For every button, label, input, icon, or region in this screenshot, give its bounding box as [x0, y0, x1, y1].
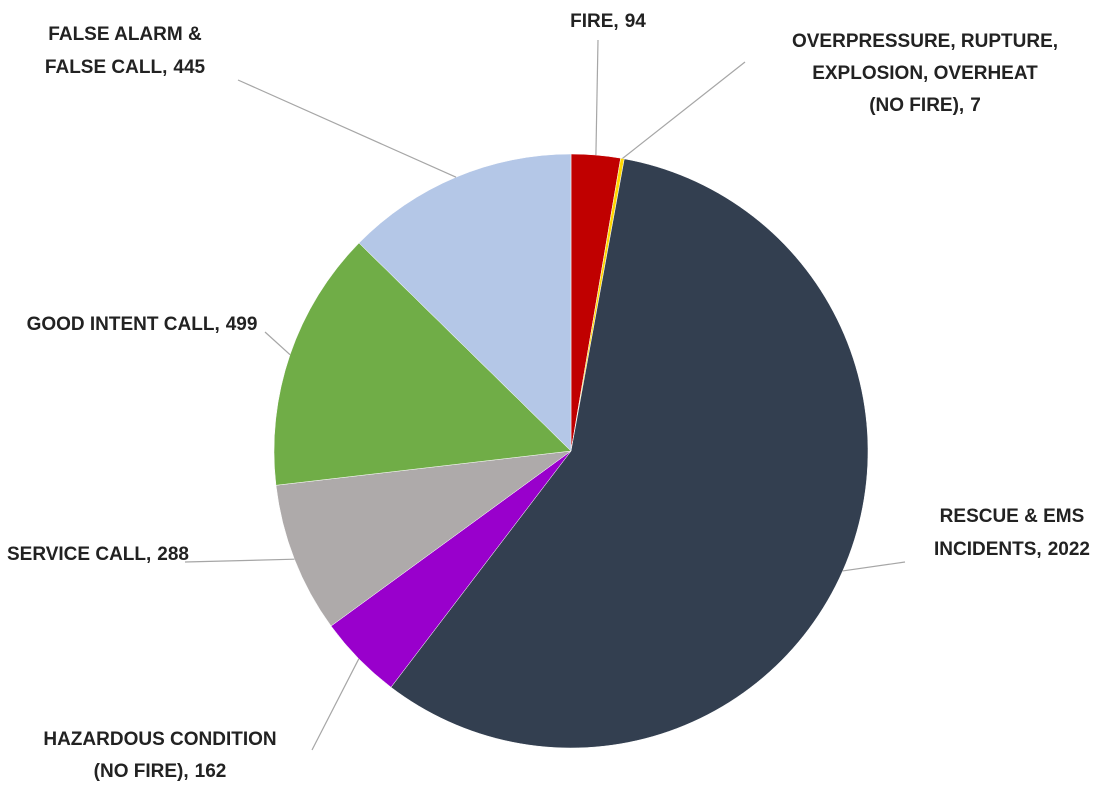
leader-line — [842, 561, 906, 572]
slice-label: HAZARDOUS CONDITION — [43, 729, 276, 750]
slice-label: INCIDENTS, 2022 — [934, 539, 1090, 560]
slice-label: RESCUE & EMS — [940, 506, 1085, 527]
value-label: 94 — [625, 11, 647, 32]
pie-slice — [275, 450, 572, 627]
value-label: 288 — [157, 544, 189, 565]
category-label: FIRE, — [570, 11, 619, 32]
value-label: 445 — [173, 57, 205, 78]
slice-label: EXPLOSION, OVERHEAT — [812, 63, 1038, 84]
pie-slice — [273, 242, 572, 486]
category-label: (NO FIRE), — [94, 761, 189, 782]
category-label: EXPLOSION, OVERHEAT — [812, 63, 1038, 84]
slice-label: (NO FIRE), 7 — [869, 95, 981, 116]
leader-line — [622, 61, 746, 159]
value-label: 2022 — [1048, 539, 1090, 560]
category-label: FALSE ALARM & — [48, 24, 202, 45]
leader-line — [237, 79, 457, 178]
slice-label: SERVICE CALL, 288 — [7, 544, 189, 565]
leader-line — [264, 331, 291, 356]
category-label: HAZARDOUS CONDITION — [43, 729, 276, 750]
slice-label: FIRE, 94 — [570, 11, 646, 32]
leader-line — [311, 658, 360, 751]
category-label: GOOD INTENT CALL, — [27, 314, 220, 335]
value-label: 7 — [970, 95, 981, 116]
slice-label: (NO FIRE), 162 — [94, 761, 227, 782]
category-label: SERVICE CALL, — [7, 544, 151, 565]
category-label: INCIDENTS, — [934, 539, 1042, 560]
leader-line — [184, 558, 295, 563]
pie-slice — [390, 158, 869, 749]
category-label: OVERPRESSURE, RUPTURE, — [792, 31, 1058, 52]
category-label: RESCUE & EMS — [940, 506, 1085, 527]
category-label: (NO FIRE), — [869, 95, 964, 116]
slice-label: FALSE CALL, 445 — [45, 57, 206, 78]
category-label: FALSE CALL, — [45, 57, 167, 78]
slice-label: FALSE ALARM & — [48, 24, 202, 45]
slice-label: OVERPRESSURE, RUPTURE, — [792, 31, 1058, 52]
leader-line — [595, 39, 599, 156]
value-label: 162 — [195, 761, 227, 782]
pie-slice — [358, 153, 572, 452]
slice-label: GOOD INTENT CALL, 499 — [27, 314, 258, 335]
value-label: 499 — [226, 314, 258, 335]
